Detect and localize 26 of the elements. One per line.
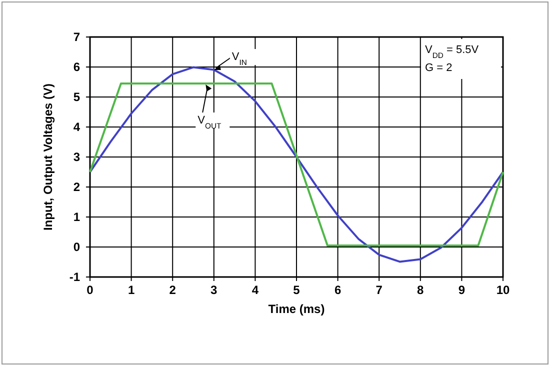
annotation: V$_{IN}$ (232, 51, 247, 66)
y-axis-title: Input, Output Voltages (V) (41, 83, 55, 231)
x-tick-label: 5 (293, 283, 300, 297)
annotation: V$_{DD}$ = 5.5V (425, 44, 480, 60)
x-tick-label: 4 (252, 283, 259, 297)
x-tick-label: 10 (496, 283, 510, 297)
y-tick-label: 1 (73, 210, 80, 224)
y-tick-label: 7 (73, 30, 80, 44)
x-tick-label: 1 (128, 283, 135, 297)
y-tick-label: 6 (73, 60, 80, 74)
x-tick-label: 9 (458, 283, 466, 297)
x-tick-label: 3 (210, 283, 218, 297)
y-tick-label: 0 (73, 240, 80, 254)
y-tick-label: 2 (73, 180, 80, 194)
x-tick-label: 7 (376, 283, 383, 297)
x-tick-label: 6 (334, 283, 342, 297)
y-tick-label: 3 (73, 150, 80, 164)
x-tick-label: 8 (417, 283, 424, 297)
y-tick-label: 4 (73, 120, 80, 134)
y-tick-label: -1 (69, 270, 80, 284)
x-tick-label: 2 (169, 283, 176, 297)
x-axis-title: Time (ms) (268, 302, 325, 316)
annotation: G = 2 (425, 62, 452, 74)
annotation: V$_{OUT}$ (198, 114, 222, 130)
y-tick-label: 5 (73, 90, 80, 104)
x-tick-label: 0 (86, 283, 94, 297)
